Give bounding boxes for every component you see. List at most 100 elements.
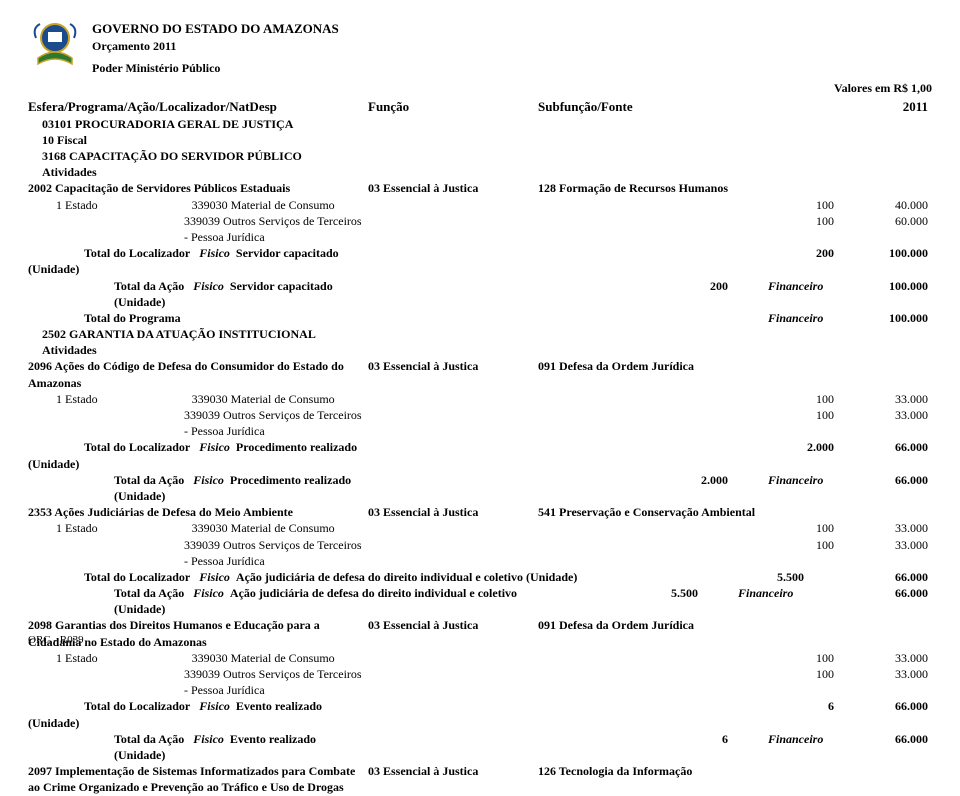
total-acao: Total da Ação — [114, 279, 184, 293]
fonte-100: 100 — [768, 197, 838, 213]
row-2096-totloc: Total do Localizador Fisico Procedimento… — [28, 439, 932, 471]
row-2002-mat: 1 Estado 339030 Material de Consumo 100 4… — [28, 197, 932, 213]
row-2353-mat: 1 Estado339030 Material de Consumo 100 3… — [28, 520, 932, 536]
val-33k: 33.000 — [838, 650, 932, 666]
row-2002-out: 339039 Outros Serviços de Terceiros - Pe… — [28, 213, 932, 245]
action-2353-funcao: 03 Essencial à Justica — [368, 504, 538, 520]
val-100k: 100.000 — [848, 278, 932, 310]
action-2002-label: 2002 Capacitação de Servidores Públicos … — [28, 180, 368, 196]
qty-5500: 5.500 — [671, 586, 698, 600]
total-acao: Total da Ação — [114, 473, 184, 487]
col-subfuncao: Subfunção/Fonte — [538, 98, 808, 116]
fonte-100: 100 — [768, 650, 838, 666]
fisico-label: Fisico — [193, 586, 224, 600]
action-2096-label: 2096 Ações do Código de Defesa do Consum… — [28, 358, 368, 390]
fonte-100: 100 — [768, 666, 838, 698]
total-programa: Total do Programa — [28, 310, 368, 326]
fisico-label: Fisico — [199, 440, 230, 454]
fisico-label: Fisico — [193, 279, 224, 293]
qty-200: 200 — [768, 245, 838, 277]
atividades-2: Atividades — [28, 342, 932, 358]
action-2002-sub: 128 Formação de Recursos Humanos — [538, 180, 768, 196]
program-2502-label: 2502 GARANTIA DA ATUAÇÃO INSTITUCIONAL — [28, 326, 368, 342]
val-66k: 66.000 — [808, 569, 932, 585]
fisico-label: Fisico — [199, 246, 230, 260]
action-2098-sub: 091 Defesa da Ordem Jurídica — [538, 617, 768, 649]
estado-label: 1 Estado — [28, 198, 98, 212]
estado-label: 1 Estado — [28, 392, 98, 406]
fisico-label: Fisico — [199, 570, 230, 584]
row-2098-mat: 1 Estado339030 Material de Consumo 100 3… — [28, 650, 932, 666]
action-2098: 2098 Garantias dos Direitos Humanos e Ed… — [28, 617, 932, 649]
program-3168: 3168 CAPACITAÇÃO DO SERVIDOR PÚBLICO — [28, 148, 932, 164]
row-2353-out: 339039 Outros Serviços de Terceiros - Pe… — [28, 537, 932, 569]
val-33k: 33.000 — [838, 666, 932, 698]
col-funcao: Função — [368, 98, 538, 116]
fiscal-line: 10 Fiscal — [28, 132, 932, 148]
financeiro-label: Financeiro — [768, 731, 848, 763]
fisico-label: Fisico — [193, 473, 224, 487]
financeiro-label: Financeiro — [768, 472, 848, 504]
total-localizador: Total do Localizador — [28, 570, 190, 584]
row-2098-out: 339039 Outros Serviços de Terceiros - Pe… — [28, 666, 932, 698]
report-code: ORC - R039 — [28, 633, 84, 648]
natdesp-material: 339030 Material de Consumo — [192, 198, 335, 212]
row-2002-totacao: Total da Ação Fisico Servidor capacitado… — [28, 278, 932, 310]
row-2353-totacao: Total da Ação Fisico Ação judiciária de … — [28, 585, 932, 617]
qty-2000: 2.000 — [701, 473, 728, 487]
row-2096-out: 339039 Outros Serviços de Terceiros - Pe… — [28, 407, 932, 439]
header-text: GOVERNO DO ESTADO DO AMAZONAS Orçamento … — [92, 18, 339, 76]
qty-6: 6 — [768, 698, 838, 730]
qty-2000: 2.000 — [768, 439, 838, 471]
val-66k: 66.000 — [838, 439, 932, 471]
procuradoria-line: 03101 PROCURADORIA GERAL DE JUSTIÇA — [28, 116, 932, 132]
action-2002: 2002 Capacitação de Servidores Públicos … — [28, 180, 932, 196]
fonte-100: 100 — [768, 520, 838, 536]
action-2097: 2097 Implementação de Sistemas Informati… — [28, 763, 932, 795]
val-66k: 66.000 — [818, 585, 932, 617]
fonte-100: 100 — [768, 537, 838, 569]
action-2353-sub: 541 Preservação e Conservação Ambiental — [538, 504, 768, 520]
row-2096-totacao: Total da Ação Fisico Procedimento realiz… — [28, 472, 932, 504]
program-3168-label: 3168 CAPACITAÇÃO DO SERVIDOR PÚBLICO — [28, 148, 368, 164]
col-desc: Esfera/Programa/Ação/Localizador/NatDesp — [28, 98, 368, 116]
action-2096-sub: 091 Defesa da Ordem Jurídica — [538, 358, 768, 390]
action-2097-sub: 126 Tecnologia da Informação — [538, 763, 768, 795]
program-2502: 2502 GARANTIA DA ATUAÇÃO INSTITUCIONAL — [28, 326, 932, 342]
action-2353: 2353 Ações Judiciárias de Defesa do Meio… — [28, 504, 932, 520]
val-66k: 66.000 — [848, 472, 932, 504]
val-60k: 60.000 — [838, 213, 932, 245]
val-33k: 33.000 — [838, 407, 932, 439]
column-headers: Esfera/Programa/Ação/Localizador/NatDesp… — [28, 98, 932, 116]
state-crest-icon — [28, 18, 82, 72]
indicator-acao-jud: Ação judiciária de defesa do direito ind… — [236, 570, 577, 584]
natdesp-material: 339030 Material de Consumo — [192, 651, 335, 665]
natdesp-material: 339030 Material de Consumo — [192, 392, 335, 406]
natdesp-outros: 339039 Outros Serviços de Terceiros - Pe… — [28, 666, 368, 698]
financeiro-label: Financeiro — [768, 310, 848, 326]
val-40k: 40.000 — [838, 197, 932, 213]
fisico-label: Fisico — [193, 732, 224, 746]
action-2353-label: 2353 Ações Judiciárias de Defesa do Meio… — [28, 504, 368, 520]
row-2098-totloc: Total do Localizador Fisico Evento reali… — [28, 698, 932, 730]
col-year: 2011 — [808, 98, 932, 116]
row-2353-totloc: Total do Localizador Fisico Ação judiciá… — [28, 569, 932, 585]
row-2096-mat: 1 Estado339030 Material de Consumo 100 3… — [28, 391, 932, 407]
natdesp-outros: 339039 Outros Serviços de Terceiros - Pe… — [28, 407, 368, 439]
natdesp-material: 339030 Material de Consumo — [192, 521, 335, 535]
total-localizador: Total do Localizador — [28, 440, 190, 454]
fonte-100: 100 — [768, 407, 838, 439]
financeiro-label: Financeiro — [738, 585, 818, 617]
natdesp-outros: 339039 Outros Serviços de Terceiros - Pe… — [28, 537, 368, 569]
row-2098-totacao: Total da Ação Fisico Evento realizado (U… — [28, 731, 932, 763]
val-66k: 66.000 — [848, 731, 932, 763]
val-33k: 33.000 — [838, 391, 932, 407]
fonte-100: 100 — [768, 213, 838, 245]
atividades-label: Atividades — [28, 342, 368, 358]
action-2096: 2096 Ações do Código de Defesa do Consum… — [28, 358, 932, 390]
fiscal-label: 10 Fiscal — [28, 132, 368, 148]
val-100k: 100.000 — [838, 245, 932, 277]
action-2097-funcao: 03 Essencial à Justica — [368, 763, 538, 795]
total-localizador: Total do Localizador — [28, 246, 190, 260]
page-header: GOVERNO DO ESTADO DO AMAZONAS Orçamento … — [28, 18, 932, 76]
